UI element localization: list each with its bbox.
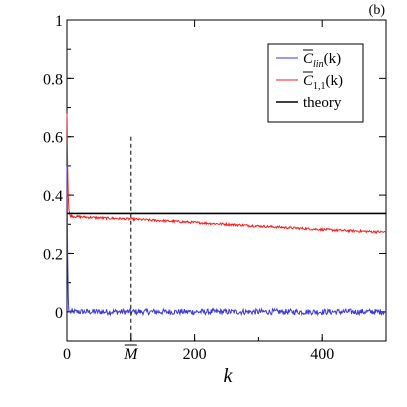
y-tick-label: 0.6 <box>43 130 63 147</box>
legend-box <box>267 43 364 123</box>
y-tick-label: 0.4 <box>43 188 63 205</box>
y-tick-label: 0.8 <box>43 71 63 88</box>
legend-entry-label: Clin(k) <box>303 51 341 70</box>
y-tick-label: 0.2 <box>43 246 63 263</box>
marker-label: M <box>123 346 139 363</box>
y-tick-label: 0 <box>55 305 63 322</box>
legend-entry-label: theory <box>303 95 342 111</box>
x-tick-label: 200 <box>183 346 207 363</box>
series-c-lin-line <box>66 165 387 317</box>
x-tick-label: 0 <box>63 346 71 363</box>
series-c-11-line <box>66 113 387 235</box>
y-tick-label: 1 <box>55 13 63 30</box>
legend-entry-label: C1,1(k) <box>303 73 343 92</box>
x-axis-label: k <box>224 365 234 387</box>
panel-label: (b) <box>369 3 386 18</box>
x-tick-label: 400 <box>310 346 334 363</box>
legend: Clin(k) C1,1(k) theory <box>267 43 364 123</box>
